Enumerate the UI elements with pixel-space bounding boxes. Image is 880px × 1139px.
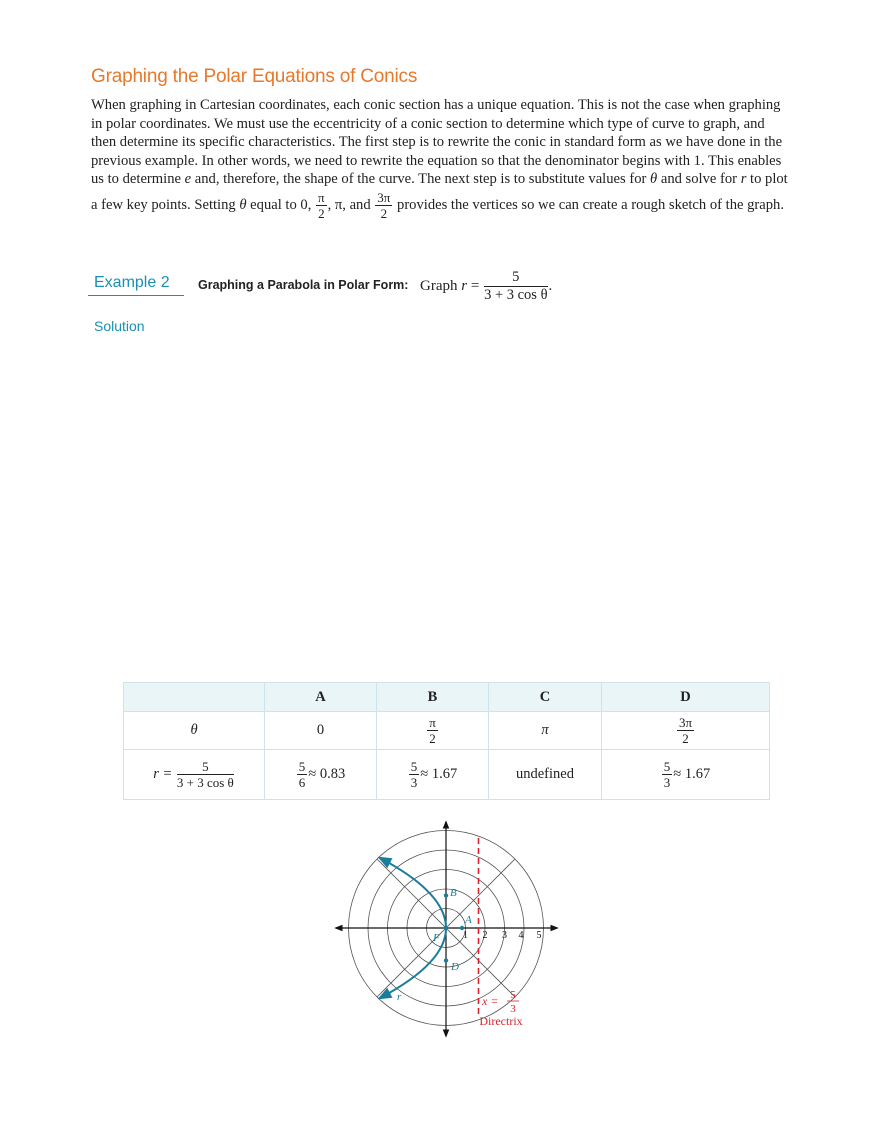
frac-den: 2	[316, 206, 327, 220]
value: π	[541, 722, 548, 738]
label-d: D	[450, 961, 459, 973]
example-label: Example 2	[88, 274, 184, 296]
directrix-label: Directrix	[479, 1014, 522, 1028]
text: .	[549, 278, 553, 294]
table-cell: 5 3 ≈ 1.67	[602, 750, 770, 800]
frac-num: 5	[297, 760, 308, 775]
fraction-3pi-over-2: 3π 2	[375, 191, 392, 220]
table-header: D	[602, 683, 770, 712]
directrix-eq-x: x =	[481, 994, 498, 1008]
label-f: F	[432, 932, 440, 944]
approx-value: ≈ 1.67	[420, 766, 457, 782]
approx-value: ≈ 1.67	[673, 766, 710, 782]
text: provides the vertices so we can create a…	[393, 196, 784, 212]
example-title: Graphing a Parabola in Polar Form:	[198, 278, 408, 292]
frac-num: 3π	[677, 716, 694, 731]
approx-value: ≈ 0.83	[308, 766, 345, 782]
frac-num: 5	[484, 270, 547, 287]
para-line-3: then determine its specific characterist…	[91, 133, 801, 152]
directrix-eq-num: 5	[510, 989, 516, 1001]
frac-den: 6	[297, 775, 308, 789]
frac-num: π	[316, 191, 327, 206]
table-header: C	[489, 683, 602, 712]
label-a: A	[464, 914, 472, 926]
point-b	[444, 893, 448, 897]
var-r: r =	[153, 766, 172, 782]
tick-label: 4	[519, 930, 524, 941]
table-header	[124, 683, 265, 712]
text: Graph	[420, 278, 461, 294]
table-cell: 0	[265, 712, 377, 750]
tick-label: 5	[537, 930, 542, 941]
table-cell: 3π 2	[602, 712, 770, 750]
frac-den: 3	[662, 775, 673, 789]
text: and, therefore, the shape of the curve. …	[191, 171, 650, 187]
fraction: 3π 2	[677, 716, 694, 745]
table-cell: 5 6 ≈ 0.83	[265, 750, 377, 800]
frac-den: 2	[427, 731, 438, 745]
label-b: B	[450, 887, 457, 899]
frac-num: 3π	[375, 191, 392, 206]
tick-label: 1	[463, 930, 468, 941]
frac-den: 3 + 3 cos θ	[484, 287, 547, 303]
table-cell: 5 3 ≈ 1.67	[377, 750, 489, 800]
table-cell: undefined	[489, 750, 602, 800]
frac-den: 3	[409, 775, 420, 789]
polar-graph: 1 2 3 4 5 A B D F r x = 5 3 Directrix	[330, 818, 570, 1040]
frac-num: π	[427, 716, 438, 731]
intro-paragraph: When graphing in Cartesian coordinates, …	[91, 96, 801, 220]
frac-num: 5	[177, 760, 234, 775]
tick-label: 2	[483, 930, 488, 941]
frac-den: 2	[375, 206, 392, 220]
text: =	[467, 278, 483, 294]
frac-num: 5	[662, 760, 673, 775]
text: a few key points. Setting	[91, 196, 239, 212]
solution-label: Solution	[94, 318, 145, 334]
text: , π, and	[328, 196, 375, 212]
table-cell: π	[489, 712, 602, 750]
para-line-5: us to determine e and, therefore, the sh…	[91, 170, 801, 189]
text: equal to 0,	[247, 196, 316, 212]
point-d	[444, 958, 448, 962]
frac-den: 2	[677, 731, 694, 745]
para-line-4: previous example. In other words, we nee…	[91, 152, 801, 171]
text: us to determine	[91, 171, 185, 187]
var-theta: θ	[239, 196, 246, 212]
section-title: Graphing the Polar Equations of Conics	[91, 66, 417, 88]
text: to plot	[746, 171, 787, 187]
para-line-2: in polar coordinates. We must use the ec…	[91, 115, 801, 134]
frac-num: 5	[409, 760, 420, 775]
table-header: A	[265, 683, 377, 712]
table-cell: θ	[124, 712, 265, 750]
var-theta: θ	[190, 722, 197, 738]
text: and solve for	[657, 171, 741, 187]
para-line-1: When graphing in Cartesian coordinates, …	[91, 96, 801, 115]
table-header-row: A B C D	[124, 683, 770, 712]
para-line-6: a few key points. Setting θ equal to 0, …	[91, 191, 801, 220]
label-r: r	[397, 991, 402, 1003]
tick-label: 3	[502, 930, 507, 941]
point-f	[444, 926, 448, 930]
frac-den: 3 + 3 cos θ	[177, 775, 234, 789]
table-header: B	[377, 683, 489, 712]
